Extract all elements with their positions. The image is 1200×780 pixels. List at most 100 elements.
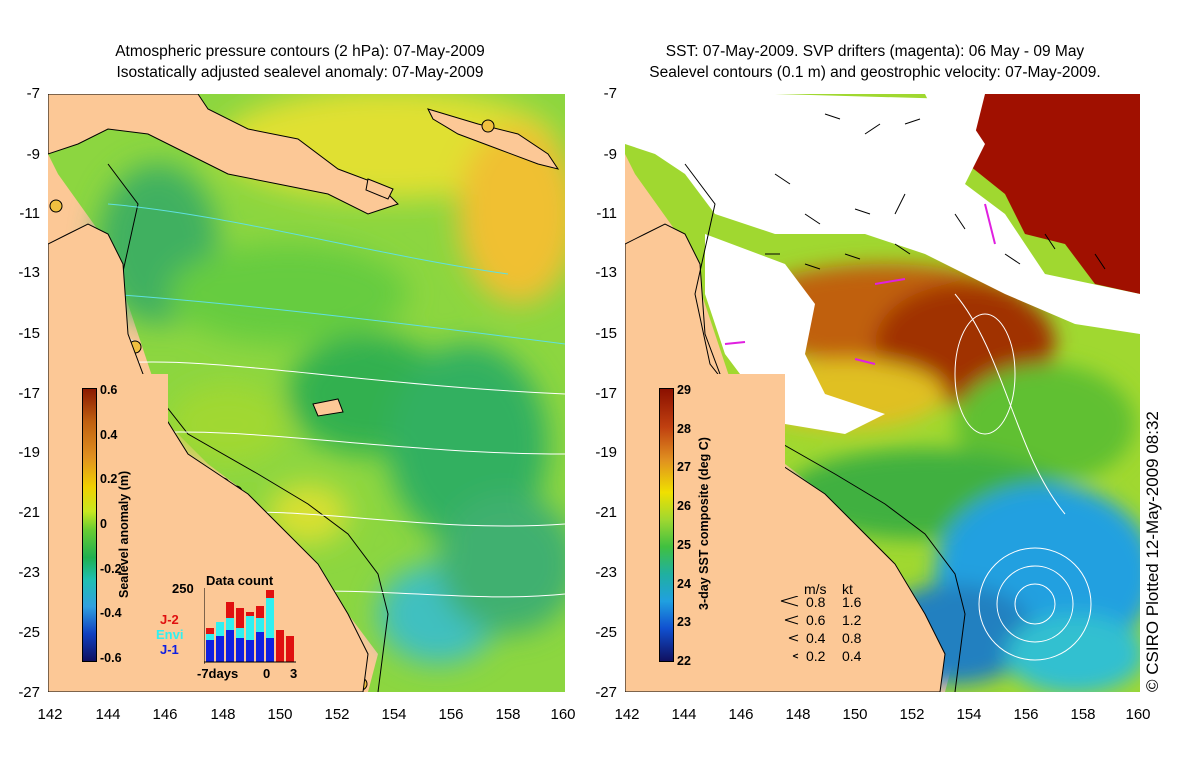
- sst-colorbar: [659, 388, 674, 662]
- velocity-ms: 0.2: [806, 648, 826, 664]
- lon-tick: 158: [495, 706, 521, 723]
- inset-xlabel: 0: [263, 666, 271, 681]
- csiro-credit: © CSIRO Plotted 12-May-2009 08:32: [1143, 411, 1162, 692]
- histogram-bars: [206, 590, 294, 662]
- sst-colorbar-label: 3-day SST composite (deg C): [697, 437, 711, 610]
- left-title-line1: Atmospheric pressure contours (2 hPa): 0…: [115, 43, 485, 60]
- lon-tick: 150: [842, 706, 868, 723]
- velocity-legend-header-kt: kt: [842, 581, 853, 597]
- lon-tick: 142: [37, 706, 63, 723]
- velocity-kt: 0.8: [842, 630, 862, 646]
- right-map-svg: [625, 94, 1140, 692]
- lat-tick: -11: [19, 205, 40, 222]
- lat-tick: -23: [18, 564, 40, 581]
- sst-tick: 28: [677, 422, 691, 436]
- cloud-mask: [925, 94, 985, 134]
- sla-tick: 0.4: [100, 428, 118, 442]
- sst-tick: 22: [677, 654, 691, 668]
- lat-tick: -23: [595, 564, 617, 581]
- sla-tick: -0.6: [100, 651, 122, 665]
- lon-tick: 156: [438, 706, 464, 723]
- lon-tick: 160: [550, 706, 576, 723]
- lat-tick: -15: [595, 325, 617, 342]
- lat-tick: -27: [18, 684, 40, 701]
- sst-tick: 24: [677, 577, 691, 591]
- papua-new-guinea-land: [48, 94, 399, 215]
- lon-tick: 142: [614, 706, 640, 723]
- lon-tick: 158: [1070, 706, 1096, 723]
- shelf-contour: [684, 163, 966, 692]
- lat-tick: -19: [595, 444, 617, 461]
- lat-tick: -9: [603, 146, 617, 163]
- sst-tick: 25: [677, 538, 691, 552]
- inset-histogram: [204, 588, 296, 664]
- lon-tick: 148: [785, 706, 811, 723]
- lat-tick: -15: [18, 325, 40, 342]
- pressure-contour: [127, 431, 565, 455]
- lon-tick: 144: [671, 706, 697, 723]
- lat-tick: -7: [26, 85, 40, 102]
- right-title-line1: SST: 07-May-2009. SVP drifters (magenta)…: [665, 43, 1085, 60]
- lon-tick: 144: [95, 706, 121, 723]
- velocity-ms: 0.4: [806, 630, 826, 646]
- lon-tick: 152: [899, 706, 925, 723]
- pressure-contour-cyan: [107, 203, 509, 275]
- sla-colorbar: [82, 388, 97, 662]
- lat-tick: -27: [595, 684, 617, 701]
- sla-anomaly-blobs: [98, 94, 565, 664]
- inset-series-j1: J-1: [160, 642, 179, 657]
- sealevel-contours: [954, 293, 1092, 661]
- lat-tick: -13: [18, 264, 40, 281]
- sst-tick: 23: [677, 615, 691, 629]
- sla-tick: 0: [100, 517, 107, 531]
- velocity-kt: 1.6: [842, 594, 862, 610]
- inset-xlabel: 3: [290, 666, 298, 681]
- sst-tick: 27: [677, 460, 691, 474]
- lat-tick: -25: [595, 624, 617, 641]
- lon-tick: 156: [1013, 706, 1039, 723]
- lon-tick: 152: [324, 706, 350, 723]
- left-map-svg: [48, 94, 565, 692]
- sla-tick: 0.6: [100, 383, 118, 397]
- lat-tick: -25: [18, 624, 40, 641]
- velocity-legend-arrows: [780, 596, 799, 659]
- lon-tick: 146: [152, 706, 178, 723]
- island: [365, 178, 394, 200]
- island: [312, 398, 344, 417]
- sla-tick: 0.2: [100, 472, 118, 486]
- lon-tick: 154: [381, 706, 407, 723]
- pressure-contour: [107, 361, 565, 395]
- lat-tick: -21: [595, 504, 617, 521]
- svp-drifter-tracks: [724, 203, 996, 365]
- lon-tick: 150: [267, 706, 293, 723]
- inset-series-j2: J-2: [160, 612, 179, 627]
- velocity-legend-header-ms: m/s: [804, 581, 827, 597]
- sst-warm-region: [955, 94, 1140, 294]
- right-map-sst: [625, 94, 1140, 692]
- lat-tick: -17: [18, 385, 40, 402]
- geostrophic-velocity-arrows: [765, 113, 1106, 270]
- left-title-line2: Isostatically adjusted sealevel anomaly:…: [116, 64, 484, 81]
- lon-tick: 148: [210, 706, 236, 723]
- velocity-ms: 0.8: [806, 594, 826, 610]
- lon-tick: 160: [1125, 706, 1151, 723]
- sst-tick: 29: [677, 383, 691, 397]
- sla-tick: -0.4: [100, 606, 122, 620]
- lon-tick: 146: [728, 706, 754, 723]
- lat-tick: -7: [603, 85, 617, 102]
- lat-tick: -9: [26, 146, 40, 163]
- left-map-sealevel-anomaly: [48, 94, 565, 692]
- shelf-contour: [107, 163, 389, 692]
- lat-tick: -11: [596, 205, 617, 222]
- inset-xlabel: -7days: [197, 666, 239, 681]
- pressure-contour-cyan: [107, 293, 565, 345]
- cloud-mask: [625, 94, 1140, 334]
- sla-tick: -0.2: [100, 562, 122, 576]
- solomon-islands-land: [427, 108, 560, 170]
- sla-colorbar-label: Sealevel anomaly (m): [117, 470, 131, 598]
- lat-tick: -17: [595, 385, 617, 402]
- lat-tick: -13: [595, 264, 617, 281]
- sst-tick: 26: [677, 499, 691, 513]
- lat-tick: -19: [18, 444, 40, 461]
- velocity-ms: 0.6: [806, 612, 826, 628]
